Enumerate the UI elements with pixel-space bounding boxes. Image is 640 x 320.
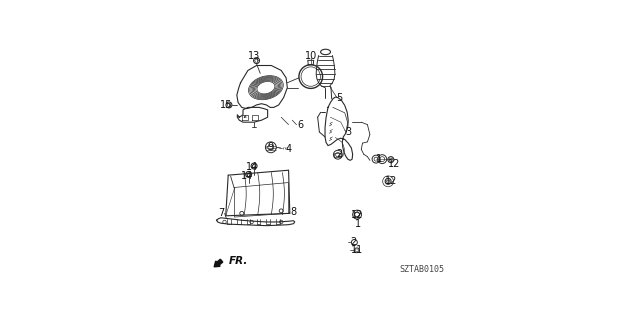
Text: 9: 9 — [268, 142, 274, 152]
Text: 10: 10 — [305, 51, 317, 61]
Text: 4: 4 — [285, 144, 292, 154]
Text: 13: 13 — [248, 51, 260, 61]
Text: 5: 5 — [336, 92, 342, 102]
Text: 14: 14 — [246, 162, 258, 172]
Text: 15: 15 — [220, 100, 233, 110]
Text: 11: 11 — [351, 244, 364, 255]
Text: 12: 12 — [388, 159, 401, 169]
Text: 1: 1 — [355, 219, 361, 229]
Text: 6: 6 — [298, 120, 304, 130]
Text: 14: 14 — [241, 172, 253, 181]
Text: 7: 7 — [218, 208, 224, 218]
Text: 1: 1 — [376, 154, 382, 164]
FancyArrow shape — [214, 259, 223, 267]
Text: 3: 3 — [345, 127, 351, 137]
Text: SZTAB0105: SZTAB0105 — [399, 266, 444, 275]
Text: 2: 2 — [336, 149, 342, 159]
Text: 12: 12 — [351, 210, 364, 220]
Text: FR.: FR. — [229, 256, 248, 266]
Text: 8: 8 — [291, 207, 296, 217]
Text: 12: 12 — [385, 176, 397, 186]
Text: 2: 2 — [351, 237, 357, 247]
